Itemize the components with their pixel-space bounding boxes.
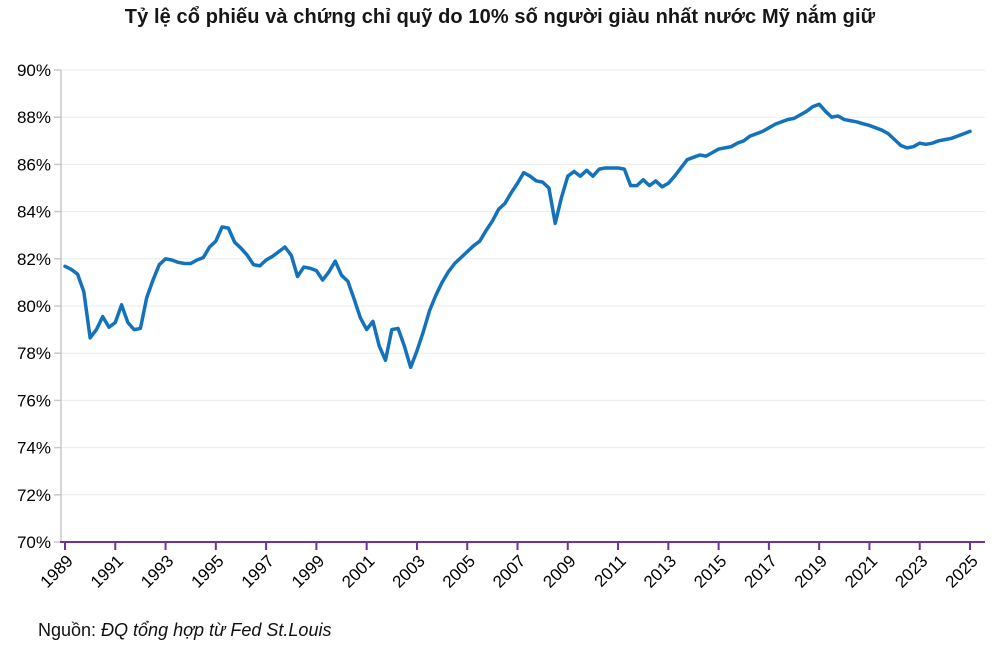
x-axis-tick-label: 1989 [37,551,77,591]
chart-title: Tỷ lệ cổ phiếu và chứng chỉ quỹ do 10% s… [124,6,876,28]
x-axis-tick-label: 1993 [137,551,177,591]
x-axis-tick-label: 2023 [891,551,931,591]
x-axis-tick-label: 2013 [640,551,680,591]
x-axis-tick-label: 2007 [489,551,529,591]
x-axis-tick-label: 1999 [288,551,328,591]
x-axis-tick-label: 2021 [841,551,881,591]
x-axis-tick-label: 2015 [690,551,730,591]
x-axis-tick-label: 1991 [87,551,127,591]
x-axis-tick-label: 2019 [791,551,831,591]
y-axis-tick-label: 88% [17,108,51,127]
y-axis-tick-label: 72% [17,486,51,505]
x-axis-tick-label: 2017 [741,551,781,591]
x-axis-tick-label: 1995 [187,551,227,591]
y-axis-tick-label: 86% [17,155,51,174]
y-axis-tick-label: 90% [17,61,51,80]
x-axis-tick-label: 2025 [942,551,982,591]
x-axis-tick-label: 2011 [591,551,630,590]
x-axis-tick-label: 2001 [338,551,378,591]
y-axis-tick-label: 84% [17,203,51,222]
source-label: Nguồn: [38,620,102,640]
x-axis-tick-label: 2003 [389,551,429,591]
y-axis-tick-label: 70% [17,533,51,552]
y-axis-tick-label: 80% [17,297,51,316]
source-text: ĐQ tổng hợp từ Fed St.Louis [101,620,332,640]
y-axis-tick-label: 82% [17,250,51,269]
y-axis-tick-label: 74% [17,439,51,458]
y-axis-tick-label: 78% [17,344,51,363]
data-line-top10-share [63,102,972,370]
source-note: Nguồn: ĐQ tổng hợp từ Fed St.Louis [38,620,331,641]
x-axis-tick-label: 2005 [439,551,479,591]
x-axis-tick-label: 2009 [539,551,579,591]
x-axis-tick-label: 1997 [238,551,278,591]
y-axis-tick-label: 76% [17,391,51,410]
